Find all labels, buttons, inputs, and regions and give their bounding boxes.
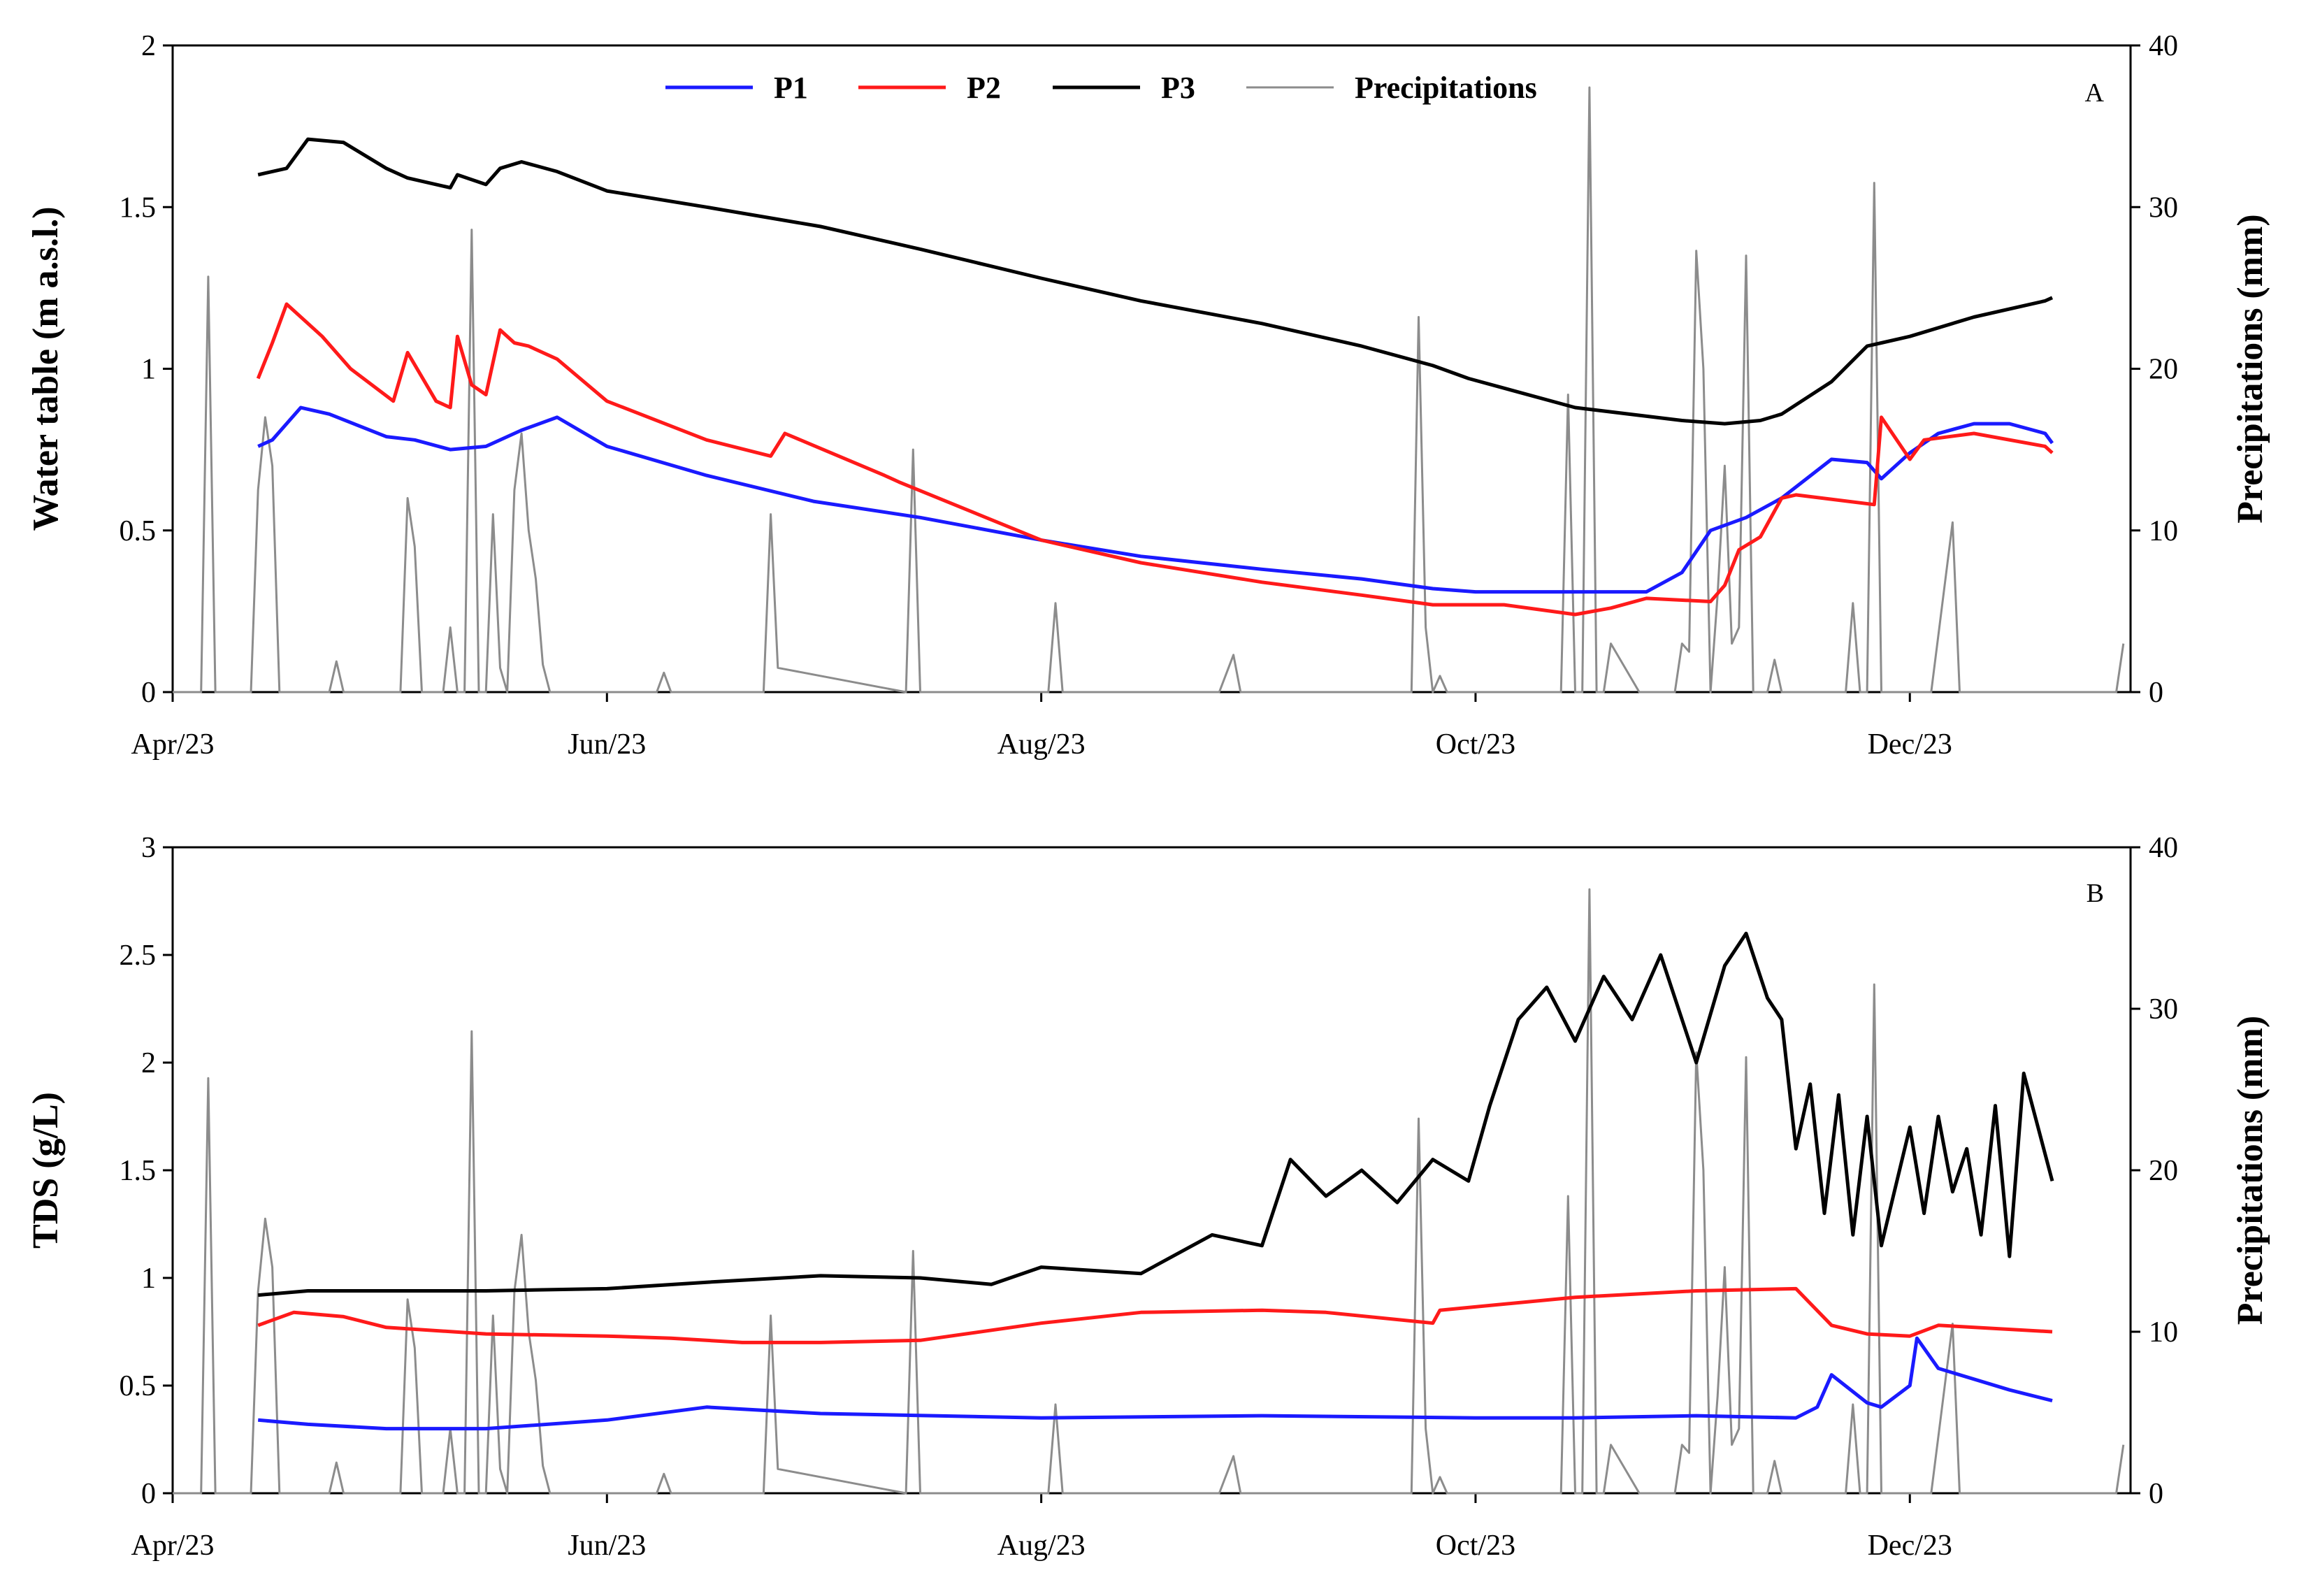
y2-tick-label: 20 — [2149, 354, 2178, 386]
y-tick-label: 0 — [141, 677, 156, 709]
y-tick-label: 1.5 — [120, 1155, 157, 1187]
y-tick-label: 0 — [141, 1478, 156, 1510]
y2-tick-label: 30 — [2149, 993, 2178, 1026]
y-tick-label: 2 — [141, 30, 156, 62]
x-tick-label: Oct/23 — [1436, 728, 1515, 761]
series-line-p3 — [257, 137, 2054, 426]
x-tick-label: Aug/23 — [997, 1530, 1086, 1562]
y2-tick-label: 40 — [2149, 832, 2178, 864]
y-axis-title: Water table (m a.s.l.) — [26, 206, 66, 531]
panel-letter: A — [2085, 78, 2105, 108]
x-tick-label: Oct/23 — [1436, 1530, 1515, 1562]
y-tick-label: 0.5 — [120, 515, 157, 547]
legend-label: P1 — [774, 71, 808, 105]
series-line-p1 — [257, 1336, 2053, 1431]
series-line-p1 — [257, 405, 2054, 594]
x-tick-label: Aug/23 — [997, 728, 1086, 761]
series-line-p3 — [257, 931, 2054, 1297]
legend-label: P2 — [967, 71, 1001, 105]
y-tick-label: 1 — [141, 354, 156, 386]
y-tick-label: 2 — [141, 1047, 156, 1079]
y-tick-label: 3 — [141, 832, 156, 864]
y-tick-label: 1.5 — [120, 192, 157, 224]
series-line-precipitations — [173, 86, 2125, 693]
x-tick-label: Apr/23 — [131, 728, 215, 761]
y-axis-title: TDS (g/L) — [26, 1092, 66, 1249]
y-tick-label: 1 — [141, 1263, 156, 1295]
y2-tick-label: 40 — [2149, 30, 2178, 62]
y2-axis-title: Precipitations (mm) — [2231, 214, 2270, 523]
series-line-p2 — [256, 302, 2054, 617]
x-tick-label: Jun/23 — [568, 728, 646, 761]
y2-tick-label: 20 — [2149, 1155, 2178, 1187]
x-tick-label: Dec/23 — [1868, 1530, 1952, 1562]
y2-tick-label: 10 — [2149, 1316, 2178, 1349]
y2-axis-title: Precipitations (mm) — [2231, 1016, 2270, 1325]
legend: P1 P2 P3 Precipitations — [665, 71, 1537, 105]
x-tick-label: Jun/23 — [568, 1530, 646, 1562]
y-tick-label: 2.5 — [120, 940, 157, 972]
y2-tick-label: 30 — [2149, 192, 2178, 224]
series-line-precipitations — [173, 888, 2125, 1495]
series-line-p2 — [257, 1286, 2053, 1344]
x-tick-label: Dec/23 — [1868, 728, 1952, 761]
y2-tick-label: 0 — [2149, 677, 2163, 709]
panel-letter: B — [2087, 879, 2104, 908]
legend-label: Precipitations — [1355, 71, 1537, 105]
legend-label: P3 — [1161, 71, 1195, 105]
x-tick-label: Apr/23 — [131, 1530, 215, 1562]
y2-tick-label: 0 — [2149, 1478, 2163, 1510]
y-tick-label: 0.5 — [120, 1370, 157, 1402]
y2-tick-label: 10 — [2149, 515, 2178, 547]
